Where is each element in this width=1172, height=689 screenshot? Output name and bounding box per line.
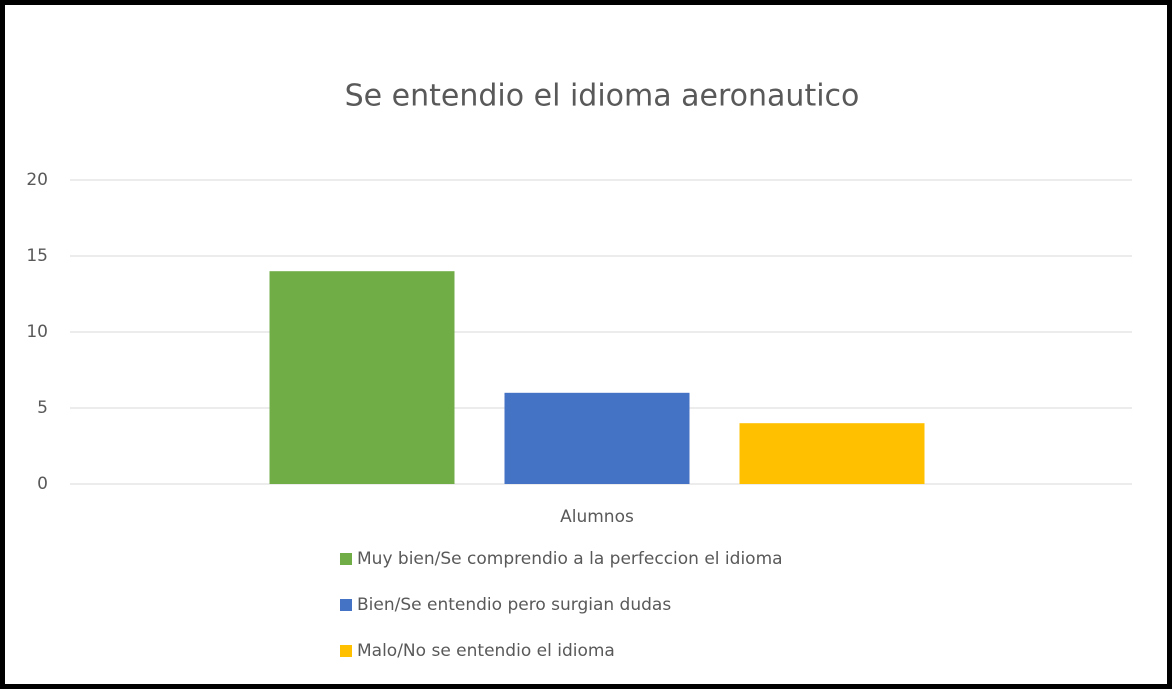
legend-swatch — [340, 599, 352, 611]
y-tick-label: 20 — [26, 170, 48, 190]
chart-title: Se entendio el idioma aeronautico — [345, 79, 860, 114]
legend-swatch — [340, 553, 352, 565]
y-tick-label: 15 — [26, 246, 48, 266]
x-tick-label: Alumnos — [560, 507, 634, 527]
y-tick-label: 0 — [37, 474, 48, 494]
y-tick-label: 10 — [26, 322, 48, 342]
legend-label: Bien/Se entendio pero surgian dudas — [357, 595, 671, 615]
legend-label: Malo/No se entendio el idioma — [357, 641, 615, 661]
bar — [504, 392, 690, 484]
bar — [269, 271, 455, 484]
legend-swatch — [340, 645, 352, 657]
bar — [739, 423, 925, 484]
legend-label: Muy bien/Se comprendio a la perfeccion e… — [357, 549, 783, 569]
y-tick-label: 5 — [37, 398, 48, 418]
